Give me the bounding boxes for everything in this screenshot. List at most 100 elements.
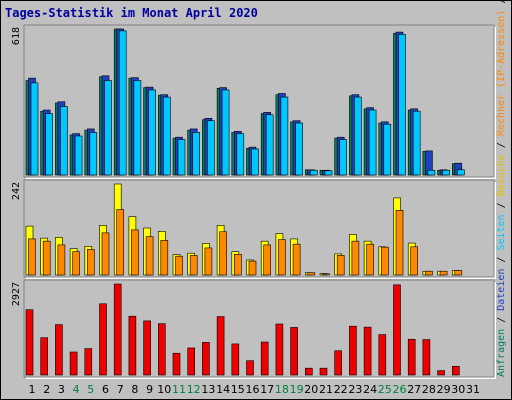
day-label-21: 21: [319, 383, 333, 396]
bar-kb-out-day-20: [307, 272, 316, 276]
bar-kb-out-day-18: [278, 239, 286, 276]
bar-kb-out-day-13: [204, 247, 213, 276]
bar-seiten-day-14: [221, 89, 230, 176]
day-label-15: 15: [231, 383, 245, 396]
bar-seiten-day-20: [309, 169, 318, 176]
bar-seiten-day-5: [89, 132, 98, 176]
bar-kb-out-day-25: [380, 246, 389, 276]
bar-kb-out-day-19: [292, 243, 301, 276]
bar-kb-f-day-8: [128, 315, 137, 376]
bar-seiten-day-24: [368, 109, 377, 176]
bar-seiten-day-21: [324, 170, 333, 176]
bar-kb-f-day-27: [407, 338, 416, 376]
bar-kb-f-day-22: [334, 350, 343, 376]
bar-seiten-day-16: [251, 148, 259, 176]
legend-item-5: /: [496, 196, 507, 214]
legend-item-0: Anfragen: [496, 329, 507, 377]
day-label-25: 25: [378, 383, 392, 396]
bar-kb-f-day-29: [437, 370, 445, 376]
day-label-17: 17: [260, 383, 274, 396]
bar-kb-f-day-14: [216, 316, 225, 376]
bar-kb-out-day-11: [175, 255, 183, 276]
bar-kb-f-day-12: [187, 347, 195, 376]
legend-item-3: /: [496, 251, 507, 269]
panel-3: 618: [11, 24, 496, 179]
bar-kb-f-day-1: [25, 309, 34, 376]
day-label-26: 26: [393, 383, 407, 396]
bar-seiten-day-26: [398, 34, 406, 176]
day-label-31: 31: [466, 383, 480, 396]
bar-kb-f-day-9: [143, 320, 151, 376]
bar-kb-f-day-11: [172, 352, 181, 376]
bar-kb-f-day-6: [99, 303, 107, 376]
bar-kb-f-day-15: [231, 343, 240, 376]
bar-kb-f-day-2: [40, 337, 49, 376]
bar-seiten-day-25: [383, 123, 392, 176]
bar-seiten-day-27: [412, 110, 421, 176]
bar-kb-out-day-17: [263, 244, 272, 276]
day-label-19: 19: [290, 383, 304, 396]
bar-seiten-day-23: [354, 96, 362, 176]
day-label-24: 24: [363, 383, 377, 396]
bar-kb-out-day-24: [366, 243, 374, 276]
bar-kb-out-day-30: [454, 270, 463, 276]
day-label-18: 18: [275, 383, 289, 396]
bar-kb-out-day-7: [116, 209, 124, 276]
bar-kb-out-day-28: [425, 270, 433, 276]
day-label-16: 16: [246, 383, 260, 396]
bar-kb-out-day-26: [395, 210, 404, 276]
bar-kb-f-day-19: [290, 327, 298, 376]
bar-seiten-day-30: [456, 169, 465, 176]
bar-kb-f-day-17: [260, 341, 269, 376]
bar-kb-f-day-20: [304, 367, 313, 376]
bar-kb-f-day-13: [202, 342, 210, 376]
bar-kb-out-day-6: [101, 232, 110, 276]
bar-kb-f-day-16: [246, 360, 254, 376]
bar-kb-f-day-23: [349, 325, 357, 376]
day-label-11: 11: [172, 383, 186, 396]
bar-kb-out-day-22: [336, 255, 345, 276]
bar-seiten-day-15: [236, 133, 245, 176]
bar-seiten-day-8: [133, 80, 142, 176]
legend-right: Anfragen / Dateien / Seiten / Besuche / …: [496, 0, 507, 377]
bar-kb-out-day-12: [189, 255, 198, 276]
bar-kb-out-day-5: [87, 249, 95, 276]
bar-kb-f-day-26: [393, 284, 401, 376]
bar-kb-out-day-4: [72, 251, 80, 276]
bar-seiten-day-6: [104, 80, 112, 176]
bar-seiten-day-28: [427, 169, 436, 176]
legend-item-8: Rechner (IP-Adressen): [496, 10, 507, 136]
bar-kb-f-day-24: [363, 326, 372, 376]
bar-seiten-day-1: [30, 82, 39, 176]
bar-kb-f-day-5: [84, 348, 93, 376]
bar-seiten-day-18: [280, 96, 289, 176]
bar-kb-out-day-23: [351, 240, 360, 276]
bar-kb-out-day-16: [248, 260, 257, 276]
legend-item-6: Besuche: [496, 154, 507, 196]
bar-kb-out-day-8: [131, 229, 139, 276]
bar-seiten-day-29: [442, 169, 450, 176]
bar-seiten-day-12: [192, 132, 200, 176]
bar-kb-f-day-28: [422, 339, 431, 376]
panel-max-label: 618: [11, 27, 22, 45]
day-label-30: 30: [451, 383, 465, 396]
bar-kb-f-day-30: [451, 365, 460, 376]
bar-kb-out-day-27: [410, 246, 419, 276]
chart-title: Tages-Statistik im Monat April 2020: [5, 6, 258, 20]
bar-kb-out-day-21: [322, 273, 330, 276]
bar-seiten-day-11: [177, 139, 186, 176]
day-label-22: 22: [334, 383, 348, 396]
day-label-14: 14: [216, 383, 230, 396]
day-label-1: 1: [29, 383, 36, 396]
bar-kb-f-day-18: [275, 323, 284, 376]
bar-kb-f-day-7: [113, 283, 122, 376]
day-label-3: 3: [58, 383, 65, 396]
bar-kb-out-day-1: [28, 238, 36, 276]
day-label-10: 10: [157, 383, 171, 396]
day-label-9: 9: [146, 383, 153, 396]
bar-kb-f-day-21: [319, 367, 328, 376]
day-label-23: 23: [348, 383, 362, 396]
bar-kb-f-day-3: [55, 324, 63, 376]
day-label-8: 8: [131, 383, 138, 396]
